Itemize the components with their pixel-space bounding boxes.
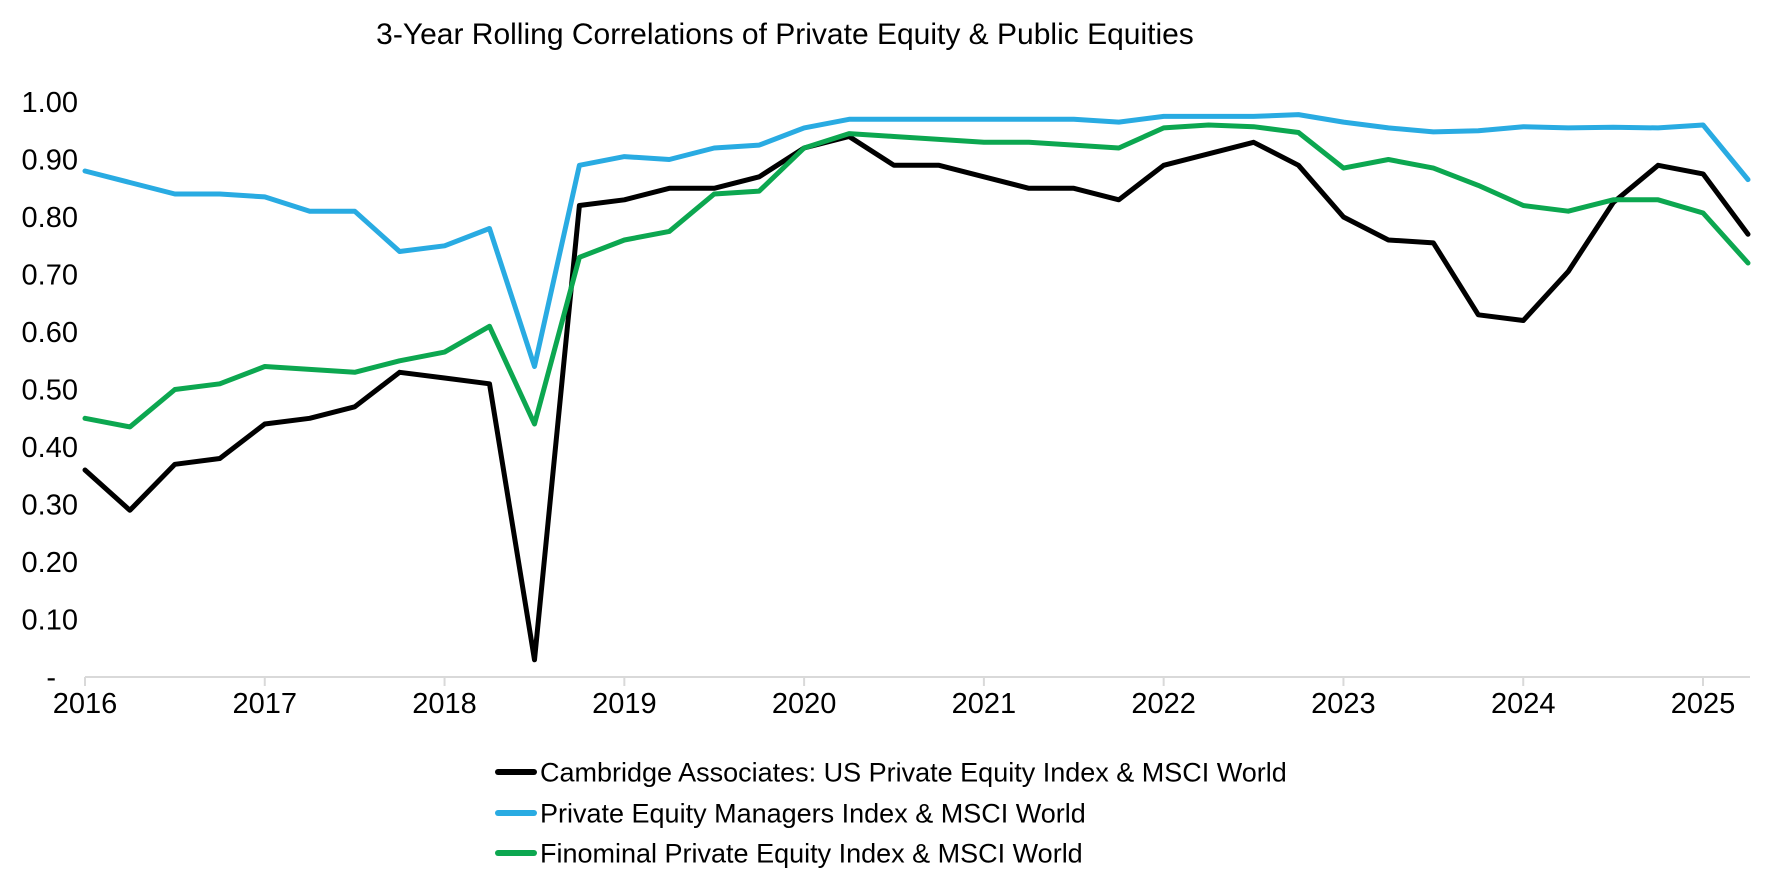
y-tick-label: 0.20 <box>22 547 78 579</box>
y-tick-label: 0.50 <box>22 375 78 407</box>
y-tick-label: 1.00 <box>22 87 78 119</box>
legend-item: Private Equity Managers Index & MSCI Wor… <box>495 798 1086 828</box>
x-tick-label: 2023 <box>1311 688 1376 720</box>
y-tick-label: 0.70 <box>22 260 78 292</box>
x-tick-label: 2017 <box>233 688 298 720</box>
series-lines <box>82 112 1751 663</box>
x-tick-label: 2018 <box>412 688 477 720</box>
x-tick-label: 2020 <box>772 688 837 720</box>
y-tick-label: 0.10 <box>22 605 78 637</box>
y-tick-label: 0.40 <box>22 432 78 464</box>
x-tick-label: 2025 <box>1671 688 1736 720</box>
x-tick-label: 2022 <box>1131 688 1196 720</box>
chart-title: 3-Year Rolling Correlations of Private E… <box>376 18 1194 51</box>
legend-item: Finominal Private Equity Index & MSCI Wo… <box>495 838 1083 868</box>
series-line-2 <box>82 122 1751 430</box>
y-tick-label: 0.30 <box>22 490 78 522</box>
series-line-1 <box>82 112 1751 369</box>
y-tick-label: - <box>46 662 56 694</box>
y-tick-label: 0.90 <box>22 145 78 177</box>
legend-label: Private Equity Managers Index & MSCI Wor… <box>540 798 1086 828</box>
legend: Cambridge Associates: US Private Equity … <box>495 757 1287 868</box>
legend-label: Finominal Private Equity Index & MSCI Wo… <box>540 838 1083 868</box>
y-tick-label: 0.60 <box>22 317 78 349</box>
series-line-0 <box>82 134 1751 663</box>
x-tick-label: 2024 <box>1491 688 1556 720</box>
y-axis: 1.00 0.90 0.80 0.70 0.60 0.50 0.40 0.30 0.20 0.10… <box>22 87 78 694</box>
x-tick-label: 2016 <box>53 688 118 720</box>
legend-label: Cambridge Associates: US Private Equity … <box>540 757 1287 787</box>
legend-item: Cambridge Associates: US Private Equity … <box>495 757 1287 787</box>
x-tick-label: 2019 <box>592 688 657 720</box>
x-axis: 2016 2017 2018 2019 2020 2021 2022 2023 2024 2025 <box>53 676 1750 720</box>
y-tick-label: 0.80 <box>22 202 78 234</box>
x-tick-label: 2021 <box>952 688 1017 720</box>
